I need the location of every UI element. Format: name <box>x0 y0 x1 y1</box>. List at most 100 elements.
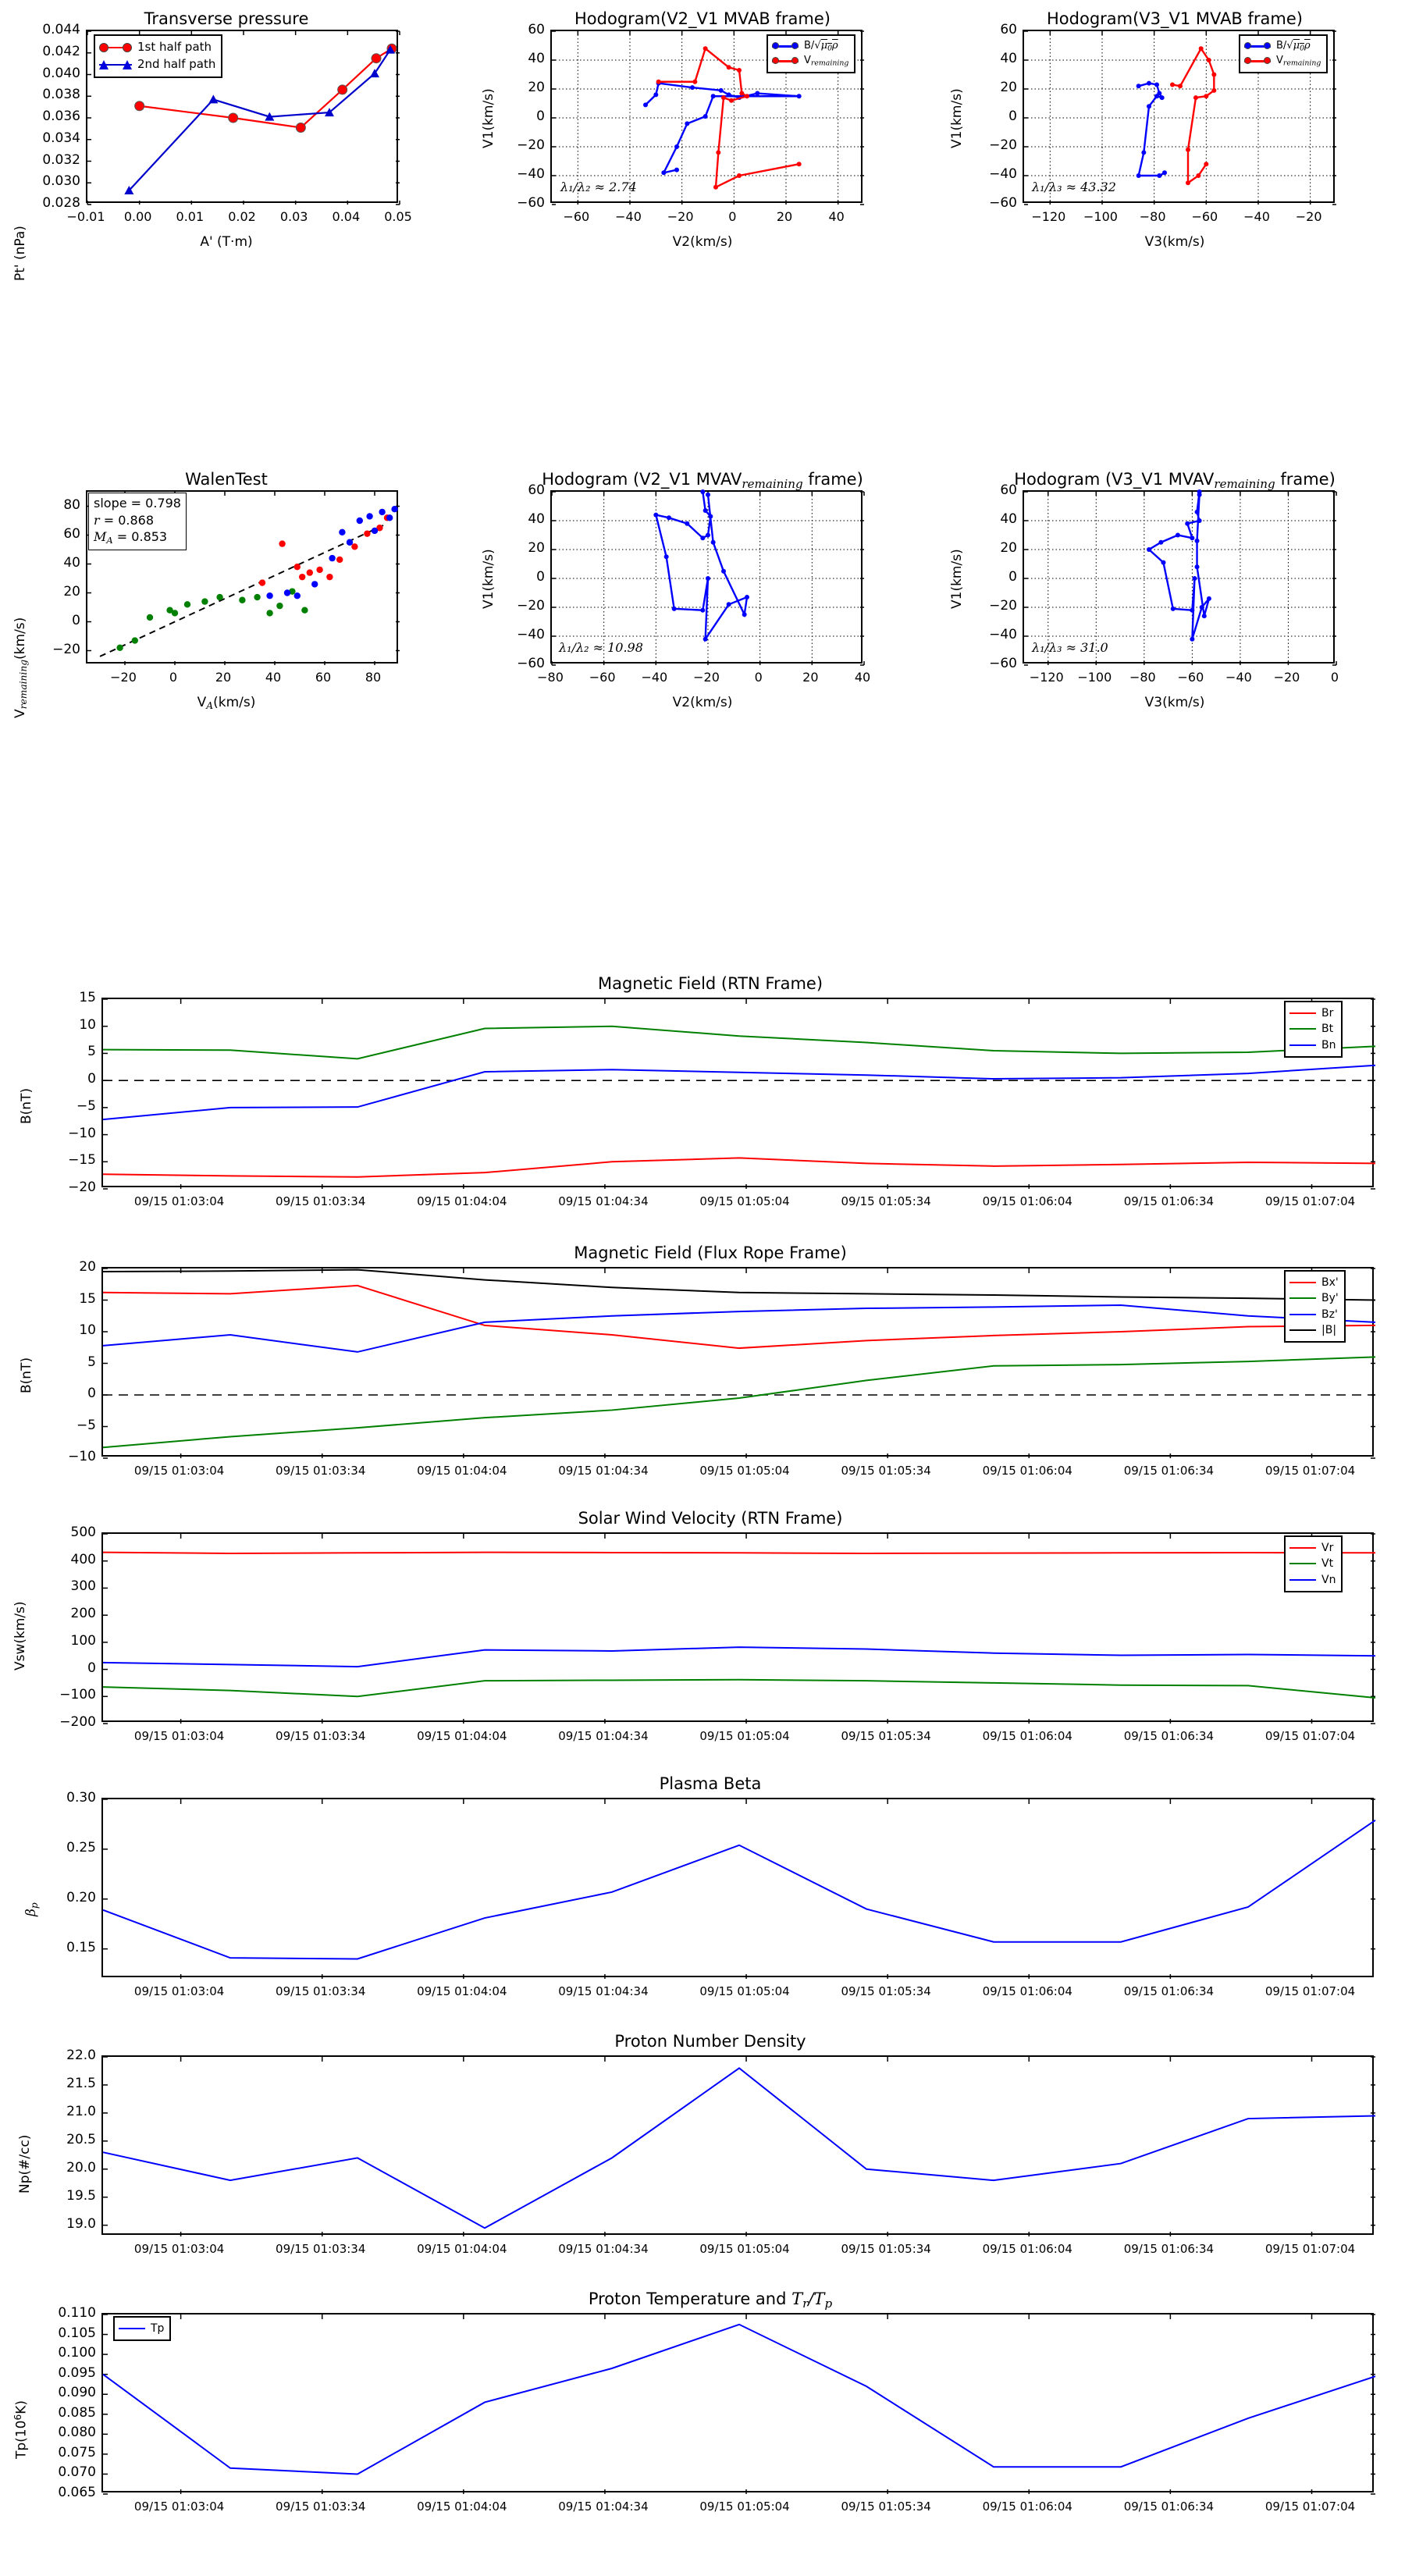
legend-item: |B| <box>1289 1322 1339 1338</box>
time-tick-label: 09/15 01:05:04 <box>699 1194 790 1208</box>
x-axis-label: V3(km/s) <box>1144 695 1205 710</box>
y-tick-label: 200 <box>70 1606 96 1622</box>
time-tick-label: 09/15 01:05:34 <box>841 1984 931 1998</box>
y-tick-label: −60 <box>517 195 545 211</box>
y-tick-label: 0.038 <box>42 87 80 103</box>
line-swatch-icon <box>119 2328 145 2330</box>
y-tick-label: −5 <box>76 1417 96 1433</box>
x-tick-label: 40 <box>265 670 282 685</box>
y-tick-label: 0 <box>87 1386 96 1401</box>
y-tick-label: 60 <box>63 525 80 542</box>
panel-transverse-pressure: Transverse pressure Pt' (nPa) A' (T·m) 1… <box>0 0 468 437</box>
y-tick-label: −10 <box>68 1449 96 1464</box>
y-tick-label: 0.032 <box>42 151 80 168</box>
time-tick-label: 09/15 01:06:34 <box>1123 1729 1215 1743</box>
y-axis-label: Vremaining(km/s) <box>12 617 30 718</box>
panel-title: Hodogram (V2_V1 MVAVremaining frame) <box>542 470 863 491</box>
time-tick-label: 09/15 01:05:34 <box>841 1464 931 1478</box>
y-tick-label: −40 <box>517 627 545 642</box>
legend-label: By' <box>1321 1292 1339 1305</box>
time-tick-label: 09/15 01:05:34 <box>841 1729 931 1743</box>
plot-area <box>101 1532 1376 1724</box>
y-tick-label: 22.0 <box>66 2048 96 2063</box>
panel-magnetic-field-rtn: Magnetic Field (RTN Frame) B(nT) Br Bt B… <box>0 968 1405 1226</box>
y-tick-label: −40 <box>989 627 1017 642</box>
y-tick-label: 5 <box>87 1044 96 1060</box>
x-axis-label: V2(km/s) <box>672 234 733 250</box>
y-tick-label: 80 <box>63 496 80 513</box>
x-tick-label: −100 <box>1083 209 1118 224</box>
time-tick-label: 09/15 01:05:34 <box>841 2242 931 2256</box>
plot-area <box>101 1798 1376 1979</box>
y-tick-label: 20 <box>1000 540 1017 556</box>
time-tick-label: 09/15 01:06:04 <box>982 1194 1072 1208</box>
time-tick-label: 09/15 01:07:04 <box>1264 1194 1356 1208</box>
y-tick-label: 0.090 <box>58 2385 96 2401</box>
y-tick-label: 0.028 <box>42 195 80 211</box>
x-axis-label: VA(km/s) <box>197 695 256 712</box>
y-tick-label: −20 <box>52 641 80 657</box>
panel-hodogram-v3v1-mvab: Hodogram(V3_V1 MVAB frame) V1(km/s) V3(k… <box>937 0 1405 437</box>
time-tick-label: 09/15 01:07:04 <box>1264 1729 1356 1743</box>
panel-title: Hodogram(V2_V1 MVAB frame) <box>574 9 831 28</box>
line-marker-icon <box>772 41 799 52</box>
x-tick-label: 0 <box>1330 670 1339 685</box>
eigenvalue-ratio-annotation: λ₁/λ₂ ≈ 10.98 <box>559 640 643 655</box>
legend-label: Br <box>1321 1007 1334 1019</box>
panel-title: Magnetic Field (RTN Frame) <box>597 974 823 993</box>
time-tick-label: 09/15 01:04:34 <box>558 1464 649 1478</box>
plot-area <box>1023 489 1337 666</box>
x-tick-label: −40 <box>1243 209 1270 224</box>
y-tick-label: 0.085 <box>58 2404 96 2421</box>
y-tick-label: 0 <box>87 1071 96 1087</box>
x-tick-label: 40 <box>828 209 845 224</box>
line-swatch-icon <box>1289 1547 1316 1550</box>
line-swatch-icon <box>1289 1028 1316 1030</box>
y-tick-label: 5 <box>87 1354 96 1370</box>
legend-label: B/√μ0ρ <box>804 40 838 53</box>
x-tick-label: −80 <box>537 670 564 685</box>
x-tick-label: 20 <box>776 209 793 224</box>
panel-proton-temperature: Proton Temperature and Tr/Tp Tp(106K) Tp… <box>0 2283 1405 2549</box>
y-tick-label: 40 <box>1000 51 1017 66</box>
x-tick-label: −80 <box>1139 209 1166 224</box>
y-tick-label: 21.5 <box>66 2075 96 2091</box>
legend-magnetic-field-fluxrope: Bx' By' Bz' |B| <box>1284 1270 1346 1343</box>
panel-magnetic-field-fluxrope: Magnetic Field (Flux Rope Frame) B(nT) B… <box>0 1237 1405 1495</box>
panel-walen-test: WalenTest Vremaining(km/s) VA(km/s) slop… <box>0 461 468 898</box>
legend-transverse-pressure: 1st half path 2nd half path <box>94 34 223 78</box>
x-tick-label: −60 <box>589 670 616 685</box>
panel-title: Proton Number Density <box>614 2032 806 2051</box>
line-swatch-icon <box>1289 1313 1316 1315</box>
time-tick-label: 09/15 01:07:04 <box>1264 2242 1356 2256</box>
panel-plasma-beta: Plasma Beta βp 0.15 0.20 0.25 0.30 09/15 01:… <box>0 1768 1405 2018</box>
y-tick-label: 20 <box>528 80 545 95</box>
time-tick-label: 09/15 01:04:34 <box>558 1729 649 1743</box>
y-tick-label: 0.065 <box>58 2485 96 2500</box>
panel-title: WalenTest <box>185 470 268 489</box>
legend-item: B/√μ0ρ <box>1244 39 1321 54</box>
x-tick-label: −20 <box>1295 209 1322 224</box>
y-tick-label: 40 <box>1000 511 1017 527</box>
time-tick-label: 09/15 01:07:04 <box>1264 1464 1356 1478</box>
time-tick-label: 09/15 01:04:04 <box>417 2500 507 2514</box>
time-tick-label: 09/15 01:03:04 <box>133 1194 225 1208</box>
legend-label: Bn <box>1321 1038 1336 1051</box>
x-tick-label: −120 <box>1031 209 1066 224</box>
legend-item: Tp <box>119 2321 164 2336</box>
time-tick-label: 09/15 01:04:34 <box>558 1984 649 1998</box>
y-tick-label: 20.0 <box>66 2159 96 2176</box>
y-tick-label: 0.15 <box>66 1939 96 1955</box>
x-tick-label: 0.01 <box>176 209 205 224</box>
x-tick-label: 0.05 <box>384 209 412 224</box>
line-swatch-icon <box>1289 1012 1316 1015</box>
y-tick-label: −20 <box>989 598 1017 614</box>
y-tick-label: 0 <box>536 109 545 124</box>
time-tick-label: 09/15 01:07:04 <box>1264 1984 1356 1998</box>
y-tick-label: 0.034 <box>42 130 80 146</box>
legend-label: Bz' <box>1321 1308 1338 1321</box>
legend-item: Vremaining <box>772 54 848 69</box>
y-tick-label: 21.0 <box>66 2103 96 2119</box>
y-tick-label: 0.105 <box>58 2325 96 2341</box>
